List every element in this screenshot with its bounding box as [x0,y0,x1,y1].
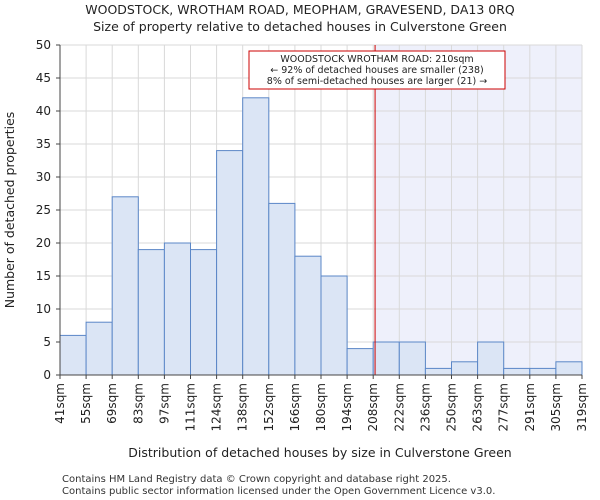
annotation-larger: 8% of semi-detached houses are larger (2… [267,76,487,87]
histogram-bar [163,242,191,376]
histogram-bar [294,255,322,376]
histogram-bar [398,341,426,376]
y-tick-label: 25 [36,203,51,217]
histogram-bar [85,321,113,376]
histogram-bar [137,249,165,376]
y-tick-label: 45 [36,71,51,85]
y-tick-labels: 0 5 10 15 20 25 30 35 40 45 50 [36,38,60,382]
x-tick-label: 69sqm [105,383,119,424]
x-tick-label: 138sqm [236,383,250,431]
x-tick-label: 111sqm [184,383,198,431]
chart-subtitle: Size of property relative to detached ho… [93,19,507,34]
histogram-bar [477,341,505,376]
x-tick-label: 236sqm [418,383,432,431]
x-tick-label: 291sqm [523,383,537,431]
y-tick-label: 0 [43,368,51,382]
x-tick-label: 305sqm [549,383,563,431]
x-tick-label: 97sqm [157,383,171,424]
x-tick-label: 222sqm [392,383,406,431]
bars-layer [59,97,583,376]
histogram-bar [529,367,557,376]
x-tick-label: 166sqm [288,383,302,431]
annotation-smaller: ← 92% of detached houses are smaller (23… [270,65,483,76]
chart-title: WOODSTOCK, WROTHAM ROAD, MEOPHAM, GRAVES… [85,2,515,17]
annotation-box [248,50,506,90]
x-tick-label: 263sqm [471,383,485,431]
y-tick-label: 20 [36,236,51,250]
y-tick-label: 15 [36,269,51,283]
histogram-bar [242,97,270,376]
x-tick-labels: 41sqm 55sqm 69sqm 83sqm 97sqm 111sqm 124sqm 138… [53,375,589,431]
histogram-bar [372,341,400,376]
x-tick-label: 124sqm [210,383,224,431]
x-tick-label: 194sqm [340,383,354,431]
histogram-bar [59,334,87,376]
x-tick-label: 83sqm [131,383,145,424]
x-tick-label: 277sqm [497,383,511,431]
x-tick-label: 208sqm [366,383,380,431]
histogram-bar [268,202,296,376]
histogram-bar [451,361,479,376]
x-tick-label: 250sqm [445,383,459,431]
x-tick-label: 180sqm [314,383,328,431]
x-tick-label: 41sqm [53,383,67,424]
x-axis-label: Distribution of detached houses by size … [128,445,511,460]
y-tick-label: 30 [36,170,51,184]
y-tick-label: 50 [36,38,51,52]
histogram-bar [424,367,452,376]
histogram-bar [190,249,218,376]
x-tick-label: 319sqm [575,383,589,431]
footer-licence: Contains public sector information licen… [62,486,495,497]
histogram-bar [216,150,244,376]
histogram-bar [555,361,583,376]
y-tick-label: 5 [43,335,51,349]
footer-copyright: Contains HM Land Registry data © Crown c… [62,474,451,485]
histogram-bar [503,367,531,376]
histogram-bar [346,348,374,376]
x-tick-label: 55sqm [79,383,93,424]
y-axis-label: Number of detached properties [2,112,17,309]
x-tick-label: 152sqm [262,383,276,431]
y-tick-label: 40 [36,104,51,118]
y-tick-label: 10 [36,302,51,316]
histogram-bar [111,196,139,376]
y-tick-label: 35 [36,137,51,151]
histogram-bar [320,275,348,376]
annotation-title: WOODSTOCK WROTHAM ROAD: 210sqm [280,54,473,65]
